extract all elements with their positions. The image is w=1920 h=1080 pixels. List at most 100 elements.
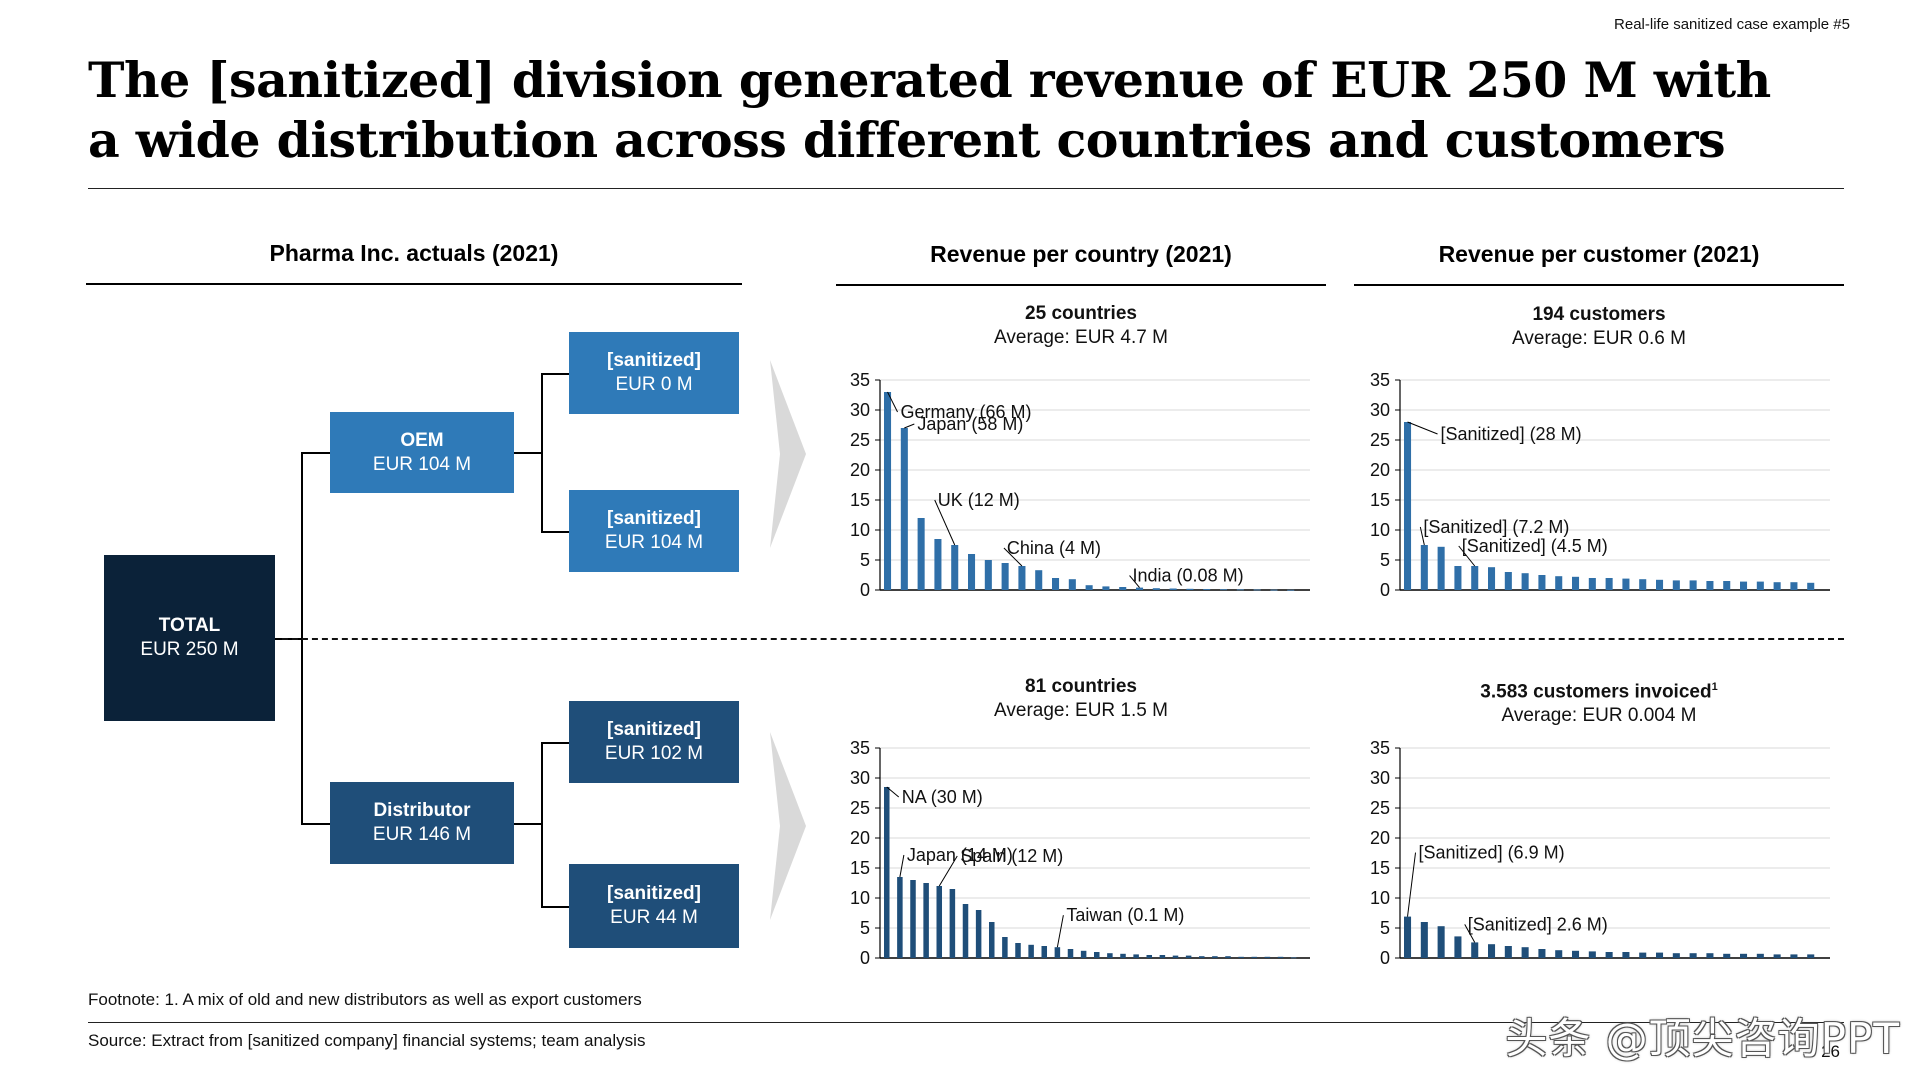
bar [1740, 581, 1748, 590]
footnote: Footnote: 1. A mix of old and new distri… [88, 990, 642, 1009]
oem-name: OEM [400, 429, 444, 451]
bar [1605, 578, 1613, 590]
bar [1689, 580, 1697, 590]
bar [1404, 916, 1412, 958]
y-tick-label: 25 [1370, 430, 1390, 450]
bar [1773, 582, 1781, 590]
bar [1454, 936, 1462, 958]
bar [1723, 581, 1731, 590]
y-tick-label: 30 [1370, 400, 1390, 420]
bar [1437, 926, 1445, 958]
bar [1740, 953, 1748, 958]
chart-customer-dist-count-text: 3.583 customers invoiced [1480, 681, 1712, 703]
y-tick-label: 5 [1380, 550, 1390, 570]
bar [1253, 589, 1261, 591]
annotation-leader [934, 499, 956, 546]
bar [1588, 578, 1596, 590]
page-number: 26 [1821, 1042, 1840, 1061]
y-tick-label: 35 [850, 370, 870, 390]
bar [1251, 956, 1258, 958]
bar [1133, 954, 1139, 958]
bar [1120, 953, 1126, 958]
dist-sub-b-box: [sanitized] EUR 44 M [569, 864, 739, 948]
bar [1555, 950, 1563, 958]
chart-country-oem-average: Average: EUR 4.7 M [994, 327, 1168, 348]
bar [1052, 578, 1060, 590]
distributor-name: Distributor [373, 800, 471, 821]
y-tick-label: 30 [850, 400, 870, 420]
bar [1001, 563, 1009, 590]
bar [1264, 956, 1271, 958]
y-tick-label: 10 [850, 520, 870, 540]
page-title: The [sanitized] division generated reven… [88, 50, 1848, 170]
bar [1790, 954, 1798, 958]
bar [910, 880, 916, 958]
bar [975, 910, 982, 958]
chart-customer-dist-subtitle: 3.583 customers invoiced1 Average: EUR 0… [1434, 675, 1764, 728]
bar [1756, 581, 1764, 590]
chart-country-dist-count: 81 countries [1025, 676, 1137, 697]
bar [1538, 575, 1546, 590]
data-label: [Sanitized] (28 M) [1441, 424, 1582, 444]
bar [934, 539, 942, 590]
bar [1538, 949, 1546, 958]
bar [1706, 953, 1714, 958]
chart-customer-oem: 0 5 10 15 20 25 30 35 [Sanitized] (28 M) [Sanitiz… [1370, 370, 1830, 600]
connector-dist-a [541, 742, 569, 744]
chart-customer-oem-average: Average: EUR 0.6 M [1512, 328, 1686, 349]
bar [1622, 952, 1630, 958]
bar [1471, 566, 1479, 590]
bar [1488, 944, 1496, 958]
connector-oem-b [541, 531, 569, 533]
y-tick-label: 20 [1370, 828, 1390, 848]
bar [1035, 570, 1043, 590]
bar [1015, 943, 1021, 958]
y-tick-label: 10 [1370, 888, 1390, 908]
data-label: [Sanitized] (7.2 M) [1423, 517, 1569, 537]
annotation-leader [1003, 547, 1023, 567]
bar [1437, 546, 1445, 590]
bar [1555, 576, 1563, 590]
y-tick-label: 30 [1370, 768, 1390, 788]
bar [884, 787, 890, 958]
y-tick-label: 5 [860, 918, 870, 938]
oem-sub-a-box: [sanitized] EUR 0 M [569, 332, 739, 414]
bar [1689, 953, 1697, 958]
segment-separator [282, 638, 1844, 640]
chart-country-oem-subtitle: 25 countries Average: EUR 4.7 M [936, 302, 1226, 350]
bar [1521, 947, 1529, 958]
y-tick-label: 20 [850, 828, 870, 848]
y-tick-label: 35 [1370, 370, 1390, 390]
distributor-box: Distributor EUR 146 M [330, 782, 514, 864]
bar [900, 428, 908, 590]
annotation-leader [1407, 421, 1438, 435]
chart-customer-oem-subtitle: 194 customers Average: EUR 0.6 M [1454, 303, 1744, 351]
bar [1404, 422, 1412, 590]
annotation-leader [1056, 915, 1064, 948]
bar [1119, 587, 1127, 590]
bar [1504, 572, 1512, 590]
bar [917, 518, 925, 590]
bar [1723, 953, 1731, 958]
annotation-leader [1407, 852, 1417, 917]
left-heading-rule [86, 283, 742, 285]
connector-oem-a [541, 373, 569, 375]
bar [1041, 946, 1048, 958]
connector-to-oem [301, 452, 330, 454]
bar [949, 889, 956, 958]
footer-divider [88, 1022, 1844, 1023]
chart-customer-dist-average: Average: EUR 0.004 M [1501, 705, 1697, 727]
source-note: Source: Extract from [sanitized company]… [88, 1031, 646, 1050]
oem-sub-b-value: EUR 104 M [604, 532, 704, 553]
data-label: NA (30 M) [902, 787, 983, 807]
bar [1238, 956, 1244, 958]
y-tick-label: 15 [850, 858, 870, 878]
dist-sub-a-name: [sanitized] [607, 719, 701, 740]
bar [1146, 955, 1153, 958]
data-label: India (0.08 M) [1133, 566, 1244, 586]
total-box: TOTAL EUR 250 M [104, 555, 275, 721]
y-tick-label: 30 [850, 768, 870, 788]
connector-oem [514, 452, 542, 454]
bar [1454, 566, 1462, 590]
data-label: [Sanitized] 2.6 M) [1468, 914, 1608, 934]
